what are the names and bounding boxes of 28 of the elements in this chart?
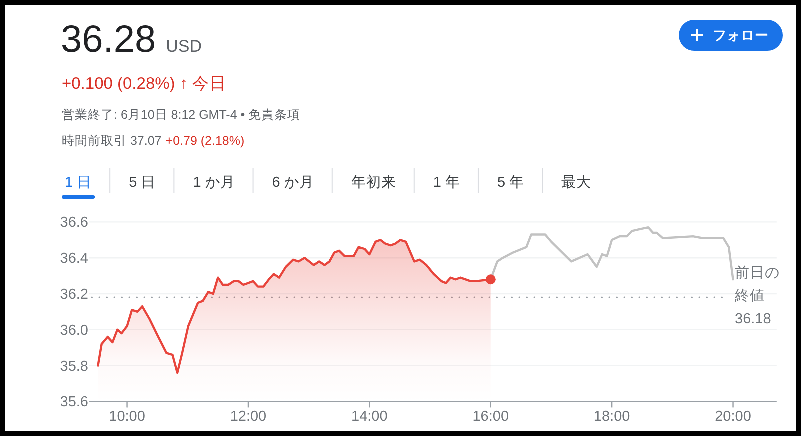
button-follow: フォロー <box>679 20 783 51</box>
text: 5 年 <box>497 174 525 191</box>
text: 5 日 <box>129 175 156 191</box>
y-tick-label: 35.6 <box>60 394 88 411</box>
x-tick-label: 10:00 <box>109 409 146 425</box>
text: 1 年 <box>433 174 460 191</box>
text: 6 か月 <box>272 175 314 191</box>
y-tick-label: 36.4 <box>60 251 88 268</box>
chart-title: 36.28 <box>61 19 156 61</box>
y-tick-label: 36.0 <box>60 322 88 339</box>
text: 1 日 <box>65 175 92 191</box>
text: +0.79 (2.18%) <box>166 134 245 148</box>
y-tick-label: 36.6 <box>60 215 88 232</box>
x-tick-label: 12:00 <box>230 409 267 425</box>
text: 年初来 <box>351 174 396 191</box>
ref-line-label: 前日の終値 36.18 <box>734 264 784 328</box>
text: 1 か月 <box>193 175 236 191</box>
chart-subtitle: +0.100 (0.28%) ↑ 今日 <box>62 75 227 93</box>
x-tick-label: 14:00 <box>352 409 388 425</box>
text: 最大 <box>562 174 592 191</box>
text: 時間前取引 37.07 <box>62 134 162 148</box>
x-tick-label: 16:00 <box>472 409 510 425</box>
x-tick-label: 18:00 <box>594 409 630 425</box>
y-tick-label: 36.2 <box>60 287 88 303</box>
y-tick-label: 35.8 <box>60 358 88 375</box>
text: USD <box>166 37 202 56</box>
text: 営業終了: 6月10日 8:12 GMT-4 • 免責条項 <box>62 108 301 122</box>
x-tick-label: 20:00 <box>715 409 752 425</box>
